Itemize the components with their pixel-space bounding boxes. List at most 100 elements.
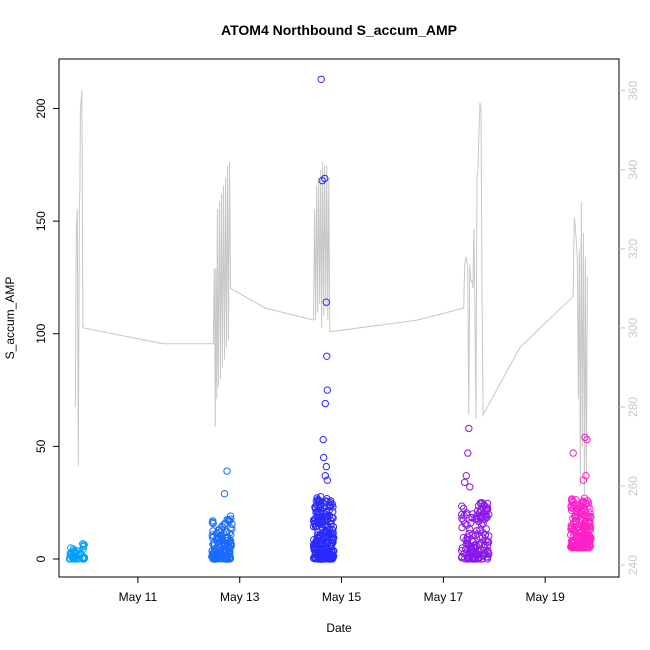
data-point <box>318 518 327 526</box>
data-point <box>208 518 217 527</box>
axes: May 11 May 13 May 15 May 17 May 19 0 50 100 150 2… <box>34 80 640 604</box>
y-tick-label: 200 <box>34 98 48 118</box>
data-point <box>226 524 235 532</box>
data-point <box>321 174 329 183</box>
data-point <box>215 534 223 542</box>
data-point <box>482 550 490 558</box>
data-point <box>79 554 87 563</box>
data-point <box>219 547 228 555</box>
right-y-tick-label: 280 <box>626 397 640 417</box>
data-point <box>469 531 477 539</box>
plot-area <box>65 75 595 563</box>
x-tick-label: May 19 <box>526 590 566 604</box>
data-point <box>322 517 330 525</box>
data-point <box>223 467 231 475</box>
data-point <box>464 540 472 549</box>
data-point <box>476 499 485 507</box>
scatter-group-1 <box>65 540 89 563</box>
data-point <box>571 528 580 536</box>
data-point <box>475 508 484 517</box>
data-point <box>579 499 587 508</box>
data-point <box>583 533 591 542</box>
data-point <box>217 554 226 562</box>
data-point <box>209 527 217 535</box>
data-point <box>467 549 475 558</box>
data-point <box>208 531 217 539</box>
data-point <box>228 525 236 533</box>
data-point <box>458 502 466 510</box>
data-point <box>476 540 484 548</box>
data-point <box>215 540 224 548</box>
data-point <box>478 521 486 529</box>
data-point <box>569 519 577 528</box>
data-point <box>473 527 481 535</box>
data-point <box>581 433 589 442</box>
data-point <box>587 512 595 521</box>
data-point <box>480 501 488 509</box>
data-point <box>220 539 229 547</box>
data-point <box>321 399 329 408</box>
data-point <box>322 298 330 306</box>
x-tick-label: May 11 <box>119 590 158 604</box>
data-point <box>463 521 471 529</box>
plot-frame <box>58 58 620 578</box>
data-point <box>317 75 325 84</box>
x-tick-label: May 15 <box>322 590 362 604</box>
data-point <box>471 531 480 539</box>
data-point <box>465 424 473 433</box>
data-point <box>323 386 331 394</box>
data-point <box>466 483 474 491</box>
y-tick-label: 150 <box>34 211 48 231</box>
y-tick-label: 50 <box>34 439 48 453</box>
data-point <box>311 504 320 513</box>
data-point <box>569 514 577 523</box>
data-point <box>70 552 78 560</box>
data-point <box>468 514 476 522</box>
y-tick-label: 0 <box>34 555 48 562</box>
data-point <box>483 513 491 522</box>
data-point <box>584 512 592 520</box>
data-point <box>309 516 318 524</box>
data-point <box>321 542 329 550</box>
data-point <box>312 497 320 505</box>
right-y-tick-label: 320 <box>626 238 640 258</box>
data-point <box>220 490 229 498</box>
data-point <box>459 534 468 542</box>
data-point <box>327 555 335 563</box>
data-point <box>210 539 218 547</box>
data-point <box>317 555 325 563</box>
data-point <box>569 504 577 513</box>
x-tick-label: May 17 <box>424 590 464 604</box>
data-point <box>320 453 328 462</box>
data-point <box>227 542 235 550</box>
data-point <box>585 519 594 528</box>
data-point <box>458 514 466 523</box>
data-point <box>313 494 321 502</box>
y-tick-label: 100 <box>34 323 48 343</box>
data-point <box>569 449 577 457</box>
data-point <box>211 547 219 556</box>
data-point <box>227 515 235 523</box>
data-point <box>459 516 467 524</box>
right-y-tick-label: 240 <box>626 555 640 575</box>
data-point <box>322 533 330 541</box>
data-point <box>327 547 336 556</box>
data-point <box>468 536 476 544</box>
right-y-tick-label: 300 <box>626 318 640 338</box>
data-point <box>226 512 235 520</box>
data-point <box>482 525 490 533</box>
scatter-group-5 <box>567 433 595 552</box>
data-point <box>323 352 331 360</box>
data-point <box>585 525 594 533</box>
data-point <box>322 462 330 471</box>
data-point <box>473 530 481 538</box>
data-point <box>323 498 331 506</box>
data-point <box>212 552 221 561</box>
data-point <box>321 472 329 480</box>
series-line <box>74 90 588 495</box>
data-point <box>465 529 473 538</box>
scatter-group-4 <box>458 424 493 563</box>
x-axis-label: Date <box>326 621 352 635</box>
y-axis-label: S_accum_AMP <box>3 277 17 360</box>
data-point <box>461 520 469 528</box>
